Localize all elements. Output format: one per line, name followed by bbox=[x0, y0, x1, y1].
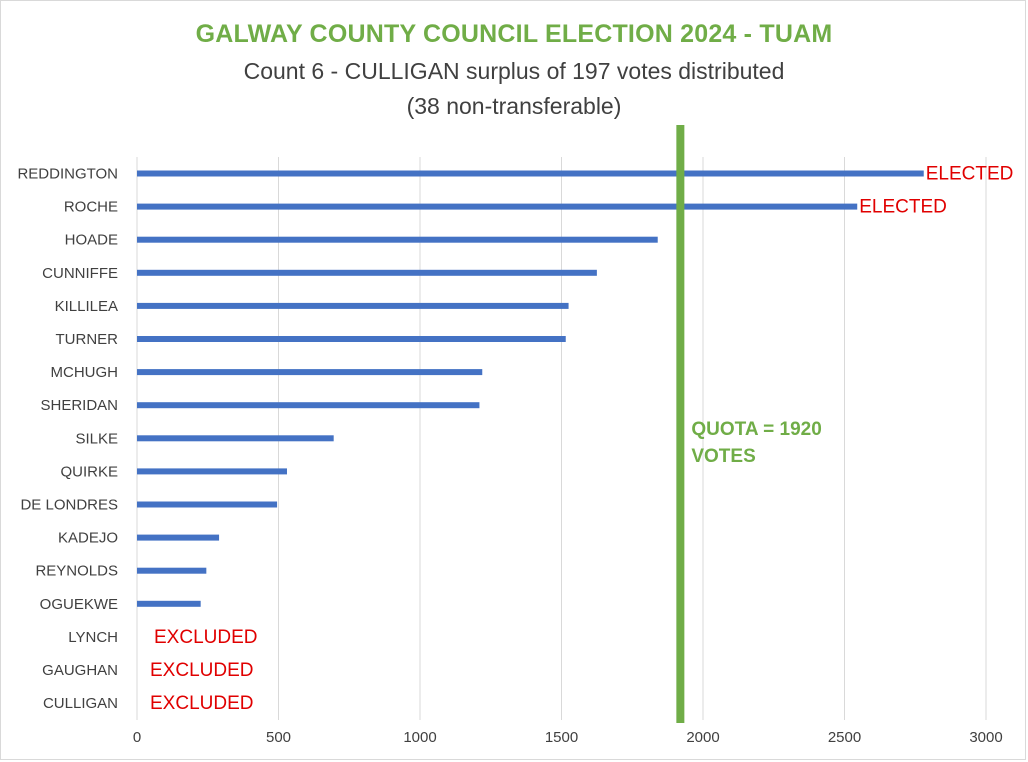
category-label: DE LONDRES bbox=[20, 497, 118, 514]
bar bbox=[137, 269, 597, 276]
quota-label-line1: QUOTA = 1920 bbox=[691, 419, 821, 440]
chart-title: GALWAY COUNTY COUNCIL ELECTION 2024 - TU… bbox=[195, 20, 833, 48]
status-label: ELECTED bbox=[859, 197, 947, 218]
bar bbox=[137, 236, 658, 243]
status-label: EXCLUDED bbox=[150, 660, 253, 681]
category-label: CUNNIFFE bbox=[42, 265, 118, 282]
bar bbox=[137, 567, 207, 574]
category-label: ROCHE bbox=[64, 199, 118, 216]
status-label: ELECTED bbox=[926, 164, 1014, 185]
bar bbox=[137, 302, 569, 309]
category-label: MCHUGH bbox=[51, 364, 119, 381]
category-label: REYNOLDS bbox=[35, 563, 118, 580]
bar bbox=[137, 402, 480, 409]
bar bbox=[137, 534, 220, 541]
bar bbox=[137, 170, 924, 177]
status-label: EXCLUDED bbox=[150, 693, 253, 714]
category-label: TURNER bbox=[56, 331, 119, 348]
bar bbox=[137, 336, 566, 342]
category-label: QUIRKE bbox=[60, 463, 118, 480]
x-tick-label: 2000 bbox=[686, 729, 719, 746]
category-label: LYNCH bbox=[68, 629, 118, 646]
category-label: KADEJO bbox=[58, 530, 118, 547]
bar bbox=[137, 468, 287, 475]
category-label: REDDINGTON bbox=[17, 166, 118, 183]
category-label: SILKE bbox=[75, 430, 118, 447]
x-tick-label: 1500 bbox=[545, 729, 578, 746]
category-label: OGUEKWE bbox=[40, 596, 118, 613]
bar bbox=[137, 600, 201, 607]
quota-label-line2: VOTES bbox=[691, 446, 755, 467]
category-label: CULLIGAN bbox=[43, 695, 118, 712]
chart-subtitle-line1: Count 6 - CULLIGAN surplus of 197 votes … bbox=[243, 58, 785, 84]
bar bbox=[137, 369, 483, 376]
category-label: KILLILEA bbox=[55, 298, 118, 315]
x-tick-label: 2500 bbox=[828, 729, 861, 746]
x-tick-label: 500 bbox=[266, 729, 291, 746]
chart-subtitle-line2: (38 non-transferable) bbox=[406, 93, 622, 119]
status-label: EXCLUDED bbox=[154, 627, 257, 648]
x-tick-label: 3000 bbox=[969, 729, 1002, 746]
bar bbox=[137, 435, 334, 442]
x-tick-label: 0 bbox=[133, 729, 141, 746]
bar bbox=[137, 501, 278, 508]
bar bbox=[137, 203, 858, 210]
quota-line bbox=[676, 125, 685, 723]
category-label: HOADE bbox=[65, 232, 118, 249]
x-tick-label: 1000 bbox=[403, 729, 436, 746]
category-label: SHERIDAN bbox=[40, 397, 118, 414]
category-label: GAUGHAN bbox=[42, 662, 118, 679]
